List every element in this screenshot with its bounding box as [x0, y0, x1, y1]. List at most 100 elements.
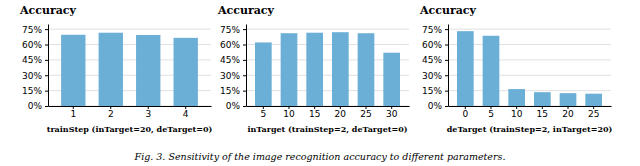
y-tick-mark [45, 60, 48, 61]
panel: 0%15%30%45%60%75%1234AccuracytrainStep (… [19, 4, 213, 134]
chart-title: Accuracy [419, 4, 477, 17]
x-tick-label: 30 [386, 109, 398, 119]
x-tick: 30 [386, 106, 398, 119]
x-tick: 20 [562, 106, 574, 119]
y-tick-label: 75% [22, 25, 42, 35]
x-tick-label: 10 [283, 109, 295, 119]
x-axis-title: deTarget (trainStep=2, inTarget=20) [447, 124, 613, 134]
y-tick-label: 15% [220, 86, 240, 96]
x-tick-label: 15 [537, 109, 548, 119]
y-tick-mark [45, 29, 48, 30]
y-axis-line [246, 25, 247, 107]
y-tick-label: 0% [428, 101, 443, 111]
x-axis-line [247, 106, 410, 107]
y-tick: 45% [220, 55, 246, 65]
y-tick-mark [243, 60, 246, 61]
y-tick: 30% [422, 71, 448, 81]
x-tick: 10 [283, 106, 295, 119]
x-tick-label: 10 [511, 109, 523, 119]
y-axis: 0%15%30%45%60%75% [422, 25, 449, 112]
x-tick-label: 20 [335, 109, 347, 119]
x-tick: 0 [462, 106, 468, 119]
y-tick-label: 75% [422, 25, 442, 35]
grid [48, 29, 211, 106]
y-tick: 15% [22, 86, 48, 96]
x-tick: 1 [70, 106, 76, 119]
x-tick-label: 4 [183, 109, 189, 119]
y-tick-label: 30% [422, 71, 442, 81]
bar [483, 36, 500, 106]
bar [99, 33, 123, 106]
bar [174, 38, 198, 106]
x-tick: 5 [488, 106, 494, 119]
y-tick-label: 30% [22, 71, 42, 81]
y-tick-mark [445, 75, 448, 76]
grid-line [246, 29, 409, 30]
y-tick-mark [243, 29, 246, 30]
bar [508, 89, 525, 106]
y-tick-mark [445, 45, 448, 46]
y-axis: 0%15%30%45%60%75% [220, 25, 247, 112]
x-axis: 1 2 3 4 [49, 106, 212, 119]
y-tick-mark [45, 106, 48, 107]
y-tick-mark [445, 60, 448, 61]
y-tick-label: 45% [22, 55, 42, 65]
x-tick-label: 0 [462, 109, 468, 119]
x-tick-label: 25 [360, 109, 371, 119]
y-tick: 45% [22, 55, 48, 65]
bar [281, 33, 298, 106]
y-tick-label: 30% [220, 71, 240, 81]
y-tick: 0% [28, 101, 48, 111]
bar [358, 33, 375, 106]
y-tick: 75% [220, 25, 246, 35]
caption: Fig. 3. Sensitivity of the image recogni… [134, 151, 506, 162]
y-tick-mark [45, 91, 48, 92]
x-tick: 10 [511, 106, 523, 119]
x-tick-label: 25 [588, 109, 599, 119]
y-tick-mark [445, 91, 448, 92]
y-tick: 60% [22, 40, 48, 50]
bar [585, 94, 602, 106]
x-tick: 20 [335, 106, 347, 119]
y-tick-mark [243, 75, 246, 76]
bars [457, 31, 602, 106]
x-axis: 0 5 10 15 20 25 [449, 106, 612, 119]
y-tick: 75% [422, 25, 448, 35]
chart-title: Accuracy [217, 4, 275, 17]
bar [255, 42, 272, 106]
x-tick: 2 [108, 106, 114, 119]
x-tick-label: 3 [145, 109, 151, 119]
y-tick: 30% [22, 71, 48, 81]
y-tick: 30% [220, 71, 246, 81]
bar [383, 53, 400, 106]
y-tick-label: 45% [422, 55, 442, 65]
bars [61, 33, 198, 106]
y-axis: 0% 15% 30% 45% 60% 75% [22, 25, 49, 112]
y-tick: 75% [22, 25, 48, 35]
figure: 0%15%30%45%60%75%1234AccuracytrainStep (… [0, 0, 640, 166]
y-tick-mark [445, 106, 448, 107]
x-tick: 4 [183, 106, 189, 119]
panel: 0%15%30%45%60%75%51015202530AccuracyinTa… [217, 4, 410, 134]
x-tick-label: 15 [309, 109, 320, 119]
x-tick: 25 [360, 106, 371, 119]
y-tick-label: 75% [220, 25, 240, 35]
x-tick-label: 5 [488, 109, 494, 119]
y-axis-line [448, 25, 449, 107]
x-axis: 51015202530 [247, 106, 410, 119]
grid-line [48, 29, 211, 30]
bar [306, 33, 323, 106]
grid [448, 29, 611, 106]
x-tick-label: 2 [108, 109, 114, 119]
y-tick-mark [45, 75, 48, 76]
y-tick-label: 60% [220, 40, 240, 50]
y-tick: 0% [428, 101, 448, 111]
bar [136, 35, 160, 106]
y-tick-label: 60% [22, 40, 42, 50]
x-axis-line [449, 106, 612, 107]
bar [560, 93, 577, 106]
y-tick-label: 0% [28, 101, 43, 111]
y-tick-mark [243, 45, 246, 46]
grid-line [448, 29, 611, 30]
y-tick-mark [45, 45, 48, 46]
